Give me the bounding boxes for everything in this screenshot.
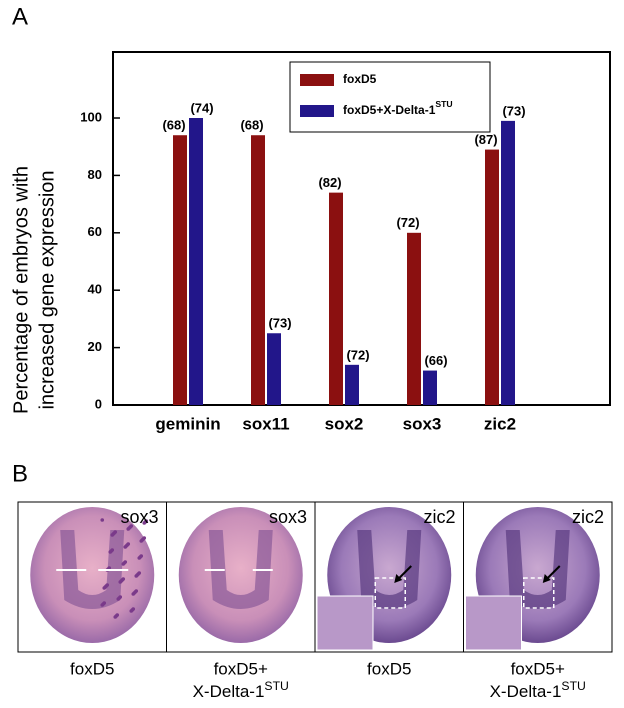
bar <box>501 120 515 405</box>
caption-main: X-Delta-1 <box>490 682 562 701</box>
caption: foxD5+ <box>214 659 268 678</box>
inset <box>465 595 522 651</box>
gene-label: zic2 <box>572 507 604 527</box>
stain-dot <box>121 562 126 566</box>
caption: X-Delta-1STU <box>490 679 586 701</box>
legend-label-superscript: STU <box>435 99 452 109</box>
n-label: (68) <box>162 118 185 133</box>
caption: foxD5 <box>70 659 114 678</box>
n-label: (73) <box>502 103 525 118</box>
inset <box>316 595 374 651</box>
caption-superscript: STU <box>264 679 288 693</box>
stain-dot <box>110 533 115 537</box>
stain-dot <box>129 609 134 613</box>
y-tick-label: 0 <box>95 396 102 411</box>
y-tick-label: 20 <box>88 339 102 354</box>
embryo <box>178 507 303 643</box>
panel-label: B <box>12 460 28 487</box>
x-tick-label: sox2 <box>325 414 364 433</box>
roi-box <box>523 577 555 609</box>
legend-swatch <box>300 105 334 117</box>
legend-box <box>289 61 491 133</box>
bar <box>251 135 265 405</box>
x-tick-label: geminin <box>155 414 220 433</box>
expression-domain <box>357 530 422 609</box>
y-tick-label: 60 <box>88 224 102 239</box>
legend-label-main: foxD5+X-Delta-1 <box>343 103 436 117</box>
stain-dot <box>116 597 121 601</box>
bar <box>329 192 343 405</box>
n-label: (72) <box>396 215 419 230</box>
gene-label: sox3 <box>120 507 158 527</box>
caption: X-Delta-1STU <box>193 679 289 701</box>
stain-dot <box>139 539 144 543</box>
panel-label: A <box>12 3 28 30</box>
bar <box>423 370 437 405</box>
bar <box>345 364 359 405</box>
arrow-head <box>542 574 551 583</box>
n-label: (68) <box>240 118 263 133</box>
n-label: (73) <box>268 316 291 331</box>
legend-label: foxD5+X-Delta-1STU <box>343 99 453 117</box>
y-axis-label: Percentage of embryos with <box>10 166 32 414</box>
stain-dot <box>102 586 107 590</box>
expression-domain <box>505 530 570 609</box>
plot-frame <box>112 51 611 406</box>
legend-label: foxD5 <box>343 72 377 86</box>
caption-main: X-Delta-1 <box>193 682 265 701</box>
gene-label: zic2 <box>423 507 455 527</box>
caption: foxD5+ <box>511 659 565 678</box>
n-label: (87) <box>474 132 497 147</box>
n-label: (74) <box>190 100 213 115</box>
y-tick-label: 80 <box>88 167 102 182</box>
stain-dot <box>126 527 131 531</box>
n-label: (66) <box>424 353 447 368</box>
bar <box>173 135 187 405</box>
stain-dot <box>134 574 139 578</box>
y-tick-label: 40 <box>88 282 102 297</box>
stain-dot <box>100 603 105 607</box>
legend-label-main: foxD5 <box>343 72 377 86</box>
stain-dot <box>123 545 128 549</box>
stain-dot <box>108 550 113 554</box>
roi-box <box>374 577 406 609</box>
x-tick-label: sox11 <box>242 414 289 433</box>
expression-domain <box>208 530 273 609</box>
stain-dot <box>137 556 142 560</box>
stain-dot <box>113 615 118 619</box>
bar <box>485 149 499 405</box>
gene-label: sox3 <box>269 507 307 527</box>
caption: foxD5 <box>367 659 411 678</box>
n-label: (82) <box>318 175 341 190</box>
x-tick-label: zic2 <box>484 414 516 433</box>
arrow-head <box>394 574 403 583</box>
y-axis-label: increased gene expression <box>36 170 58 409</box>
bar <box>267 333 281 405</box>
stain-dot <box>142 521 147 525</box>
stain-dot <box>100 518 105 522</box>
legend-swatch <box>300 74 334 86</box>
bar <box>189 118 203 406</box>
expression-domain <box>60 530 125 609</box>
stain-dot <box>118 580 123 584</box>
x-tick-label: sox3 <box>403 414 442 433</box>
bar <box>407 232 421 405</box>
n-label: (72) <box>346 347 369 362</box>
y-tick-label: 100 <box>80 109 102 124</box>
stain-dot <box>131 592 136 596</box>
caption-superscript: STU <box>561 679 585 693</box>
